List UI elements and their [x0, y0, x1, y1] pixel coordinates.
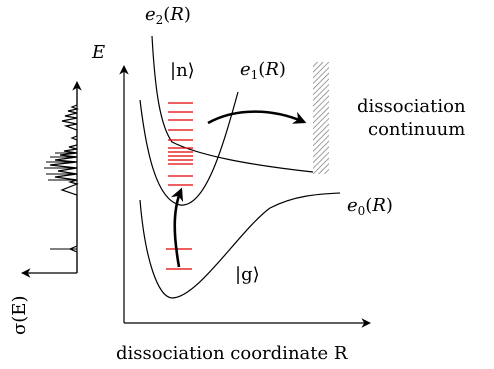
- e2-potential-curve: [151, 35, 314, 173]
- e0-potential-curve: [139, 192, 341, 299]
- e1-potential-curve: [139, 91, 239, 206]
- e1-label: e1(R): [240, 59, 286, 82]
- e0-label: e0(R): [347, 195, 393, 218]
- ground-state-levels: [166, 248, 192, 270]
- absorption-spectrum-trace: [49, 82, 80, 273]
- spectrum-peaks: [44, 152, 77, 250]
- dissociation-label-line1: dissociation: [357, 96, 466, 117]
- dissociation-continuum-block: [313, 62, 329, 174]
- dissociation-arrow: [207, 110, 307, 125]
- x-axis-label: dissociation coordinate R: [116, 343, 348, 364]
- e2-label: e2(R): [145, 4, 191, 27]
- n-state-label: |n⟩: [170, 60, 195, 81]
- g-state-label: |g⟩: [235, 264, 260, 285]
- energy-axis-label: E: [91, 42, 105, 63]
- dissociation-label-line2: continuum: [368, 119, 465, 140]
- excitation-arrow: [171, 187, 184, 268]
- bound-state-levels: [168, 102, 193, 186]
- sigma-label: σ(E): [9, 296, 30, 335]
